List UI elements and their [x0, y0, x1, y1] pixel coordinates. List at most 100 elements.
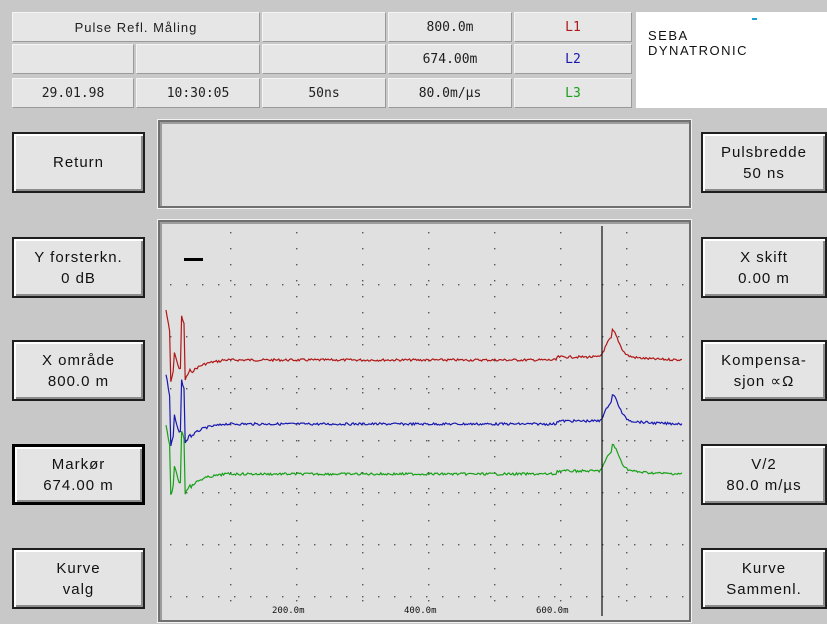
grid-dot	[426, 336, 428, 338]
compensation-label-2: sjon ∝Ω	[733, 372, 795, 390]
grid-dot	[202, 492, 204, 494]
grid-dot	[230, 600, 232, 602]
grid-dot	[250, 388, 252, 390]
grid-dot	[538, 284, 540, 286]
grid-dot	[428, 504, 430, 506]
grid-dot	[296, 536, 298, 538]
x-range-button[interactable]: X område 800.0 m	[12, 340, 145, 401]
curve-select-button[interactable]: Kurve valg	[12, 548, 145, 609]
grid-dot	[296, 472, 298, 474]
grid-dot	[296, 376, 298, 378]
grid-dot	[250, 492, 252, 494]
y-gain-value: 0 dB	[61, 269, 96, 287]
grid-dot	[362, 472, 364, 474]
grid-dot	[682, 388, 684, 390]
mode-title-cell: Pulse Refl. Måling	[12, 12, 260, 42]
marker-button[interactable]: Markør 674.00 m	[12, 444, 145, 505]
grid-dot	[296, 264, 298, 266]
message-panel	[158, 120, 691, 208]
grid-dot	[410, 284, 412, 286]
grid-dot	[230, 264, 232, 266]
grid-dot	[490, 388, 492, 390]
grid-dot	[250, 544, 252, 546]
grid-dot	[442, 596, 444, 598]
grid-dot	[474, 284, 476, 286]
grid-dot	[296, 408, 298, 410]
grid-dot	[494, 248, 496, 250]
grid-dot	[560, 296, 562, 298]
grid-dot	[202, 388, 204, 390]
grid-dot	[230, 232, 232, 234]
grid-dot	[650, 596, 652, 598]
grid-dot	[634, 388, 636, 390]
x-shift-button[interactable]: X skift 0.00 m	[701, 237, 827, 298]
grid-dot	[230, 328, 232, 330]
grid-dot	[634, 596, 636, 598]
grid-dot	[298, 492, 300, 494]
grid-dot	[626, 488, 628, 490]
grid-dot	[560, 456, 562, 458]
grid-dot	[494, 328, 496, 330]
grid-dot	[626, 296, 628, 298]
grid-dot	[230, 392, 232, 394]
compensation-button[interactable]: Kompensa- sjon ∝Ω	[701, 340, 827, 401]
l1-cell: L1	[514, 12, 632, 42]
grid-dot	[560, 344, 562, 346]
grid-dot	[296, 344, 298, 346]
grid-dot	[602, 440, 604, 442]
grid-dot	[666, 596, 668, 598]
grid-dot	[330, 440, 332, 442]
grid-dot	[426, 596, 428, 598]
grid-dot	[560, 520, 562, 522]
x-shift-value: 0.00 m	[738, 269, 790, 287]
grid-dot	[586, 336, 588, 338]
grid-dot	[522, 388, 524, 390]
grid-dot	[410, 440, 412, 442]
curve-compare-button[interactable]: Kurve Sammenl.	[701, 548, 827, 609]
grid-dot	[296, 552, 298, 554]
grid-dot	[626, 568, 628, 570]
grid-dot	[626, 440, 628, 442]
grid-dot	[626, 504, 628, 506]
grid-dot	[266, 544, 268, 546]
trace-curves	[165, 309, 683, 495]
x-range-label: X område	[41, 351, 116, 369]
grid-dot	[560, 248, 562, 250]
grid-dot	[494, 296, 496, 298]
zero-marker	[184, 258, 203, 261]
grid-dot	[570, 492, 572, 494]
grid-dot	[170, 544, 172, 546]
grid-dot	[682, 596, 684, 598]
l1-label: L1	[565, 19, 581, 35]
grid-dot	[394, 544, 396, 546]
grid-dot	[626, 280, 628, 282]
grid-dot	[666, 336, 668, 338]
range-top-value: 800.0m	[426, 19, 474, 35]
grid-dot	[362, 388, 364, 390]
grid-dot	[458, 336, 460, 338]
grid-dot	[330, 388, 332, 390]
return-button[interactable]: Return	[12, 132, 145, 193]
grid-dot	[426, 492, 428, 494]
grid-dot	[394, 284, 396, 286]
grid-dot	[362, 600, 364, 602]
grid-dot	[666, 440, 668, 442]
grid-dot	[560, 552, 562, 554]
v2-button[interactable]: V/2 80.0 m/µs	[701, 444, 827, 505]
grid-dot	[186, 388, 188, 390]
grid-dot	[296, 584, 298, 586]
y-gain-button[interactable]: Y forsterkn. 0 dB	[12, 237, 145, 298]
x-tick-label: 400.0m	[404, 606, 437, 616]
grid-dot	[570, 440, 572, 442]
grid-dot	[428, 376, 430, 378]
grid-dot	[682, 284, 684, 286]
grid-dot	[602, 596, 604, 598]
grid-dot	[378, 388, 380, 390]
grid-dot	[296, 296, 298, 298]
range-mid-cell: 674.00m	[388, 44, 512, 74]
grid-dot	[362, 392, 364, 394]
pulse-width-button[interactable]: Pulsbredde 50 ns	[701, 132, 827, 193]
grid-dot	[230, 296, 232, 298]
grid-dot	[170, 284, 172, 286]
grid-dot	[626, 360, 628, 362]
